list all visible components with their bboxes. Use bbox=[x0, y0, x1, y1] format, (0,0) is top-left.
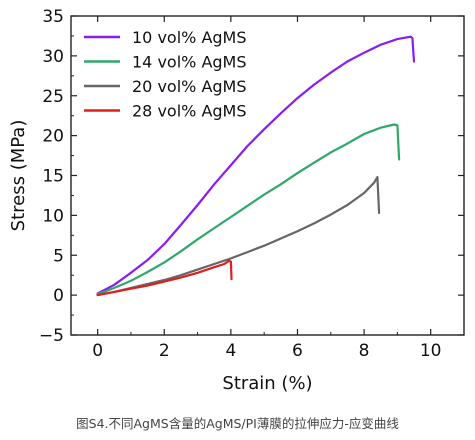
y-tick-label: 0 bbox=[53, 286, 64, 306]
y-tick-label: 20 bbox=[42, 127, 64, 147]
series-line-20-vol-agms bbox=[96, 176, 381, 297]
y-tick-label: 30 bbox=[42, 47, 64, 67]
legend-label: 14 vol% AgMS bbox=[132, 53, 247, 72]
y-axis-title: Stress (MPa) bbox=[8, 120, 29, 232]
x-tick-label: 8 bbox=[359, 341, 370, 361]
y-tick-label: 10 bbox=[42, 206, 64, 226]
x-tick-label: 0 bbox=[92, 341, 103, 361]
figure-caption: 图S4.不同AgMS含量的AgMS/PI薄膜的拉伸应力-应变曲线 bbox=[76, 416, 399, 431]
series-line-14-vol-agms bbox=[96, 123, 401, 296]
y-tick-label: 25 bbox=[42, 87, 64, 107]
x-tick-label: 6 bbox=[292, 341, 303, 361]
x-tick-label: 10 bbox=[420, 341, 442, 361]
legend: 10 vol% AgMS 14 vol% AgMS 20 vol% AgMS 28 v… bbox=[84, 28, 247, 121]
x-tick-label: 4 bbox=[225, 341, 236, 361]
legend-label: 10 vol% AgMS bbox=[132, 28, 247, 47]
y-tick-label: −5 bbox=[39, 326, 64, 346]
x-tick-label: 2 bbox=[159, 341, 170, 361]
y-tick-label: 35 bbox=[42, 7, 64, 27]
legend-label: 28 vol% AgMS bbox=[132, 102, 247, 121]
series-line-10-vol-agms bbox=[96, 35, 416, 295]
y-tick-label: 15 bbox=[42, 167, 64, 187]
series-line-28-vol-agms bbox=[96, 259, 233, 297]
series-lines bbox=[96, 35, 416, 297]
legend-label: 20 vol% AgMS bbox=[132, 77, 247, 96]
x-axis-title: Strain (%) bbox=[222, 373, 312, 394]
y-tick-label: 5 bbox=[53, 246, 64, 266]
axis-ticks: 0 2 4 6 8 10 −5 0 5 10 15 20 25 30 35 bbox=[39, 7, 465, 361]
